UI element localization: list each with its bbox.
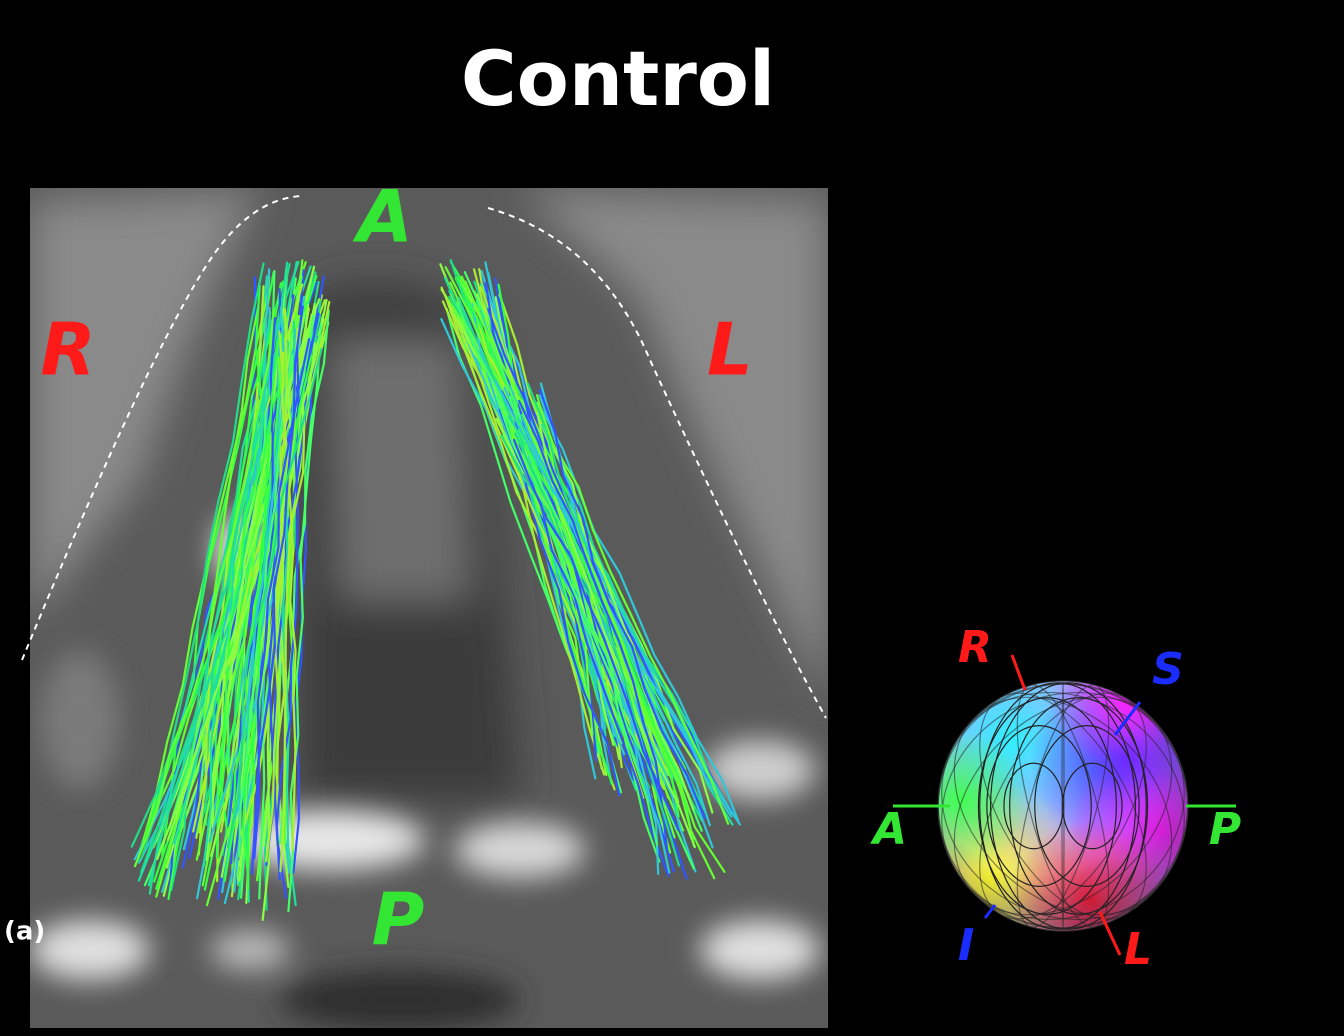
panel-label: (a): [4, 917, 45, 947]
sphere-label: A: [870, 804, 907, 855]
sphere-label: I: [958, 920, 974, 971]
sphere-label: P: [1209, 804, 1241, 855]
image-label: R: [40, 308, 95, 392]
image-label: L: [707, 308, 753, 392]
image-label: A: [352, 175, 413, 259]
sphere-label: R: [958, 622, 992, 673]
figure: Control A R L P (a): [0, 0, 1344, 1036]
title: Control: [461, 34, 775, 123]
sphere-label: S: [1152, 644, 1184, 695]
sphere-label: L: [1124, 924, 1152, 975]
image-label: P: [372, 878, 425, 962]
